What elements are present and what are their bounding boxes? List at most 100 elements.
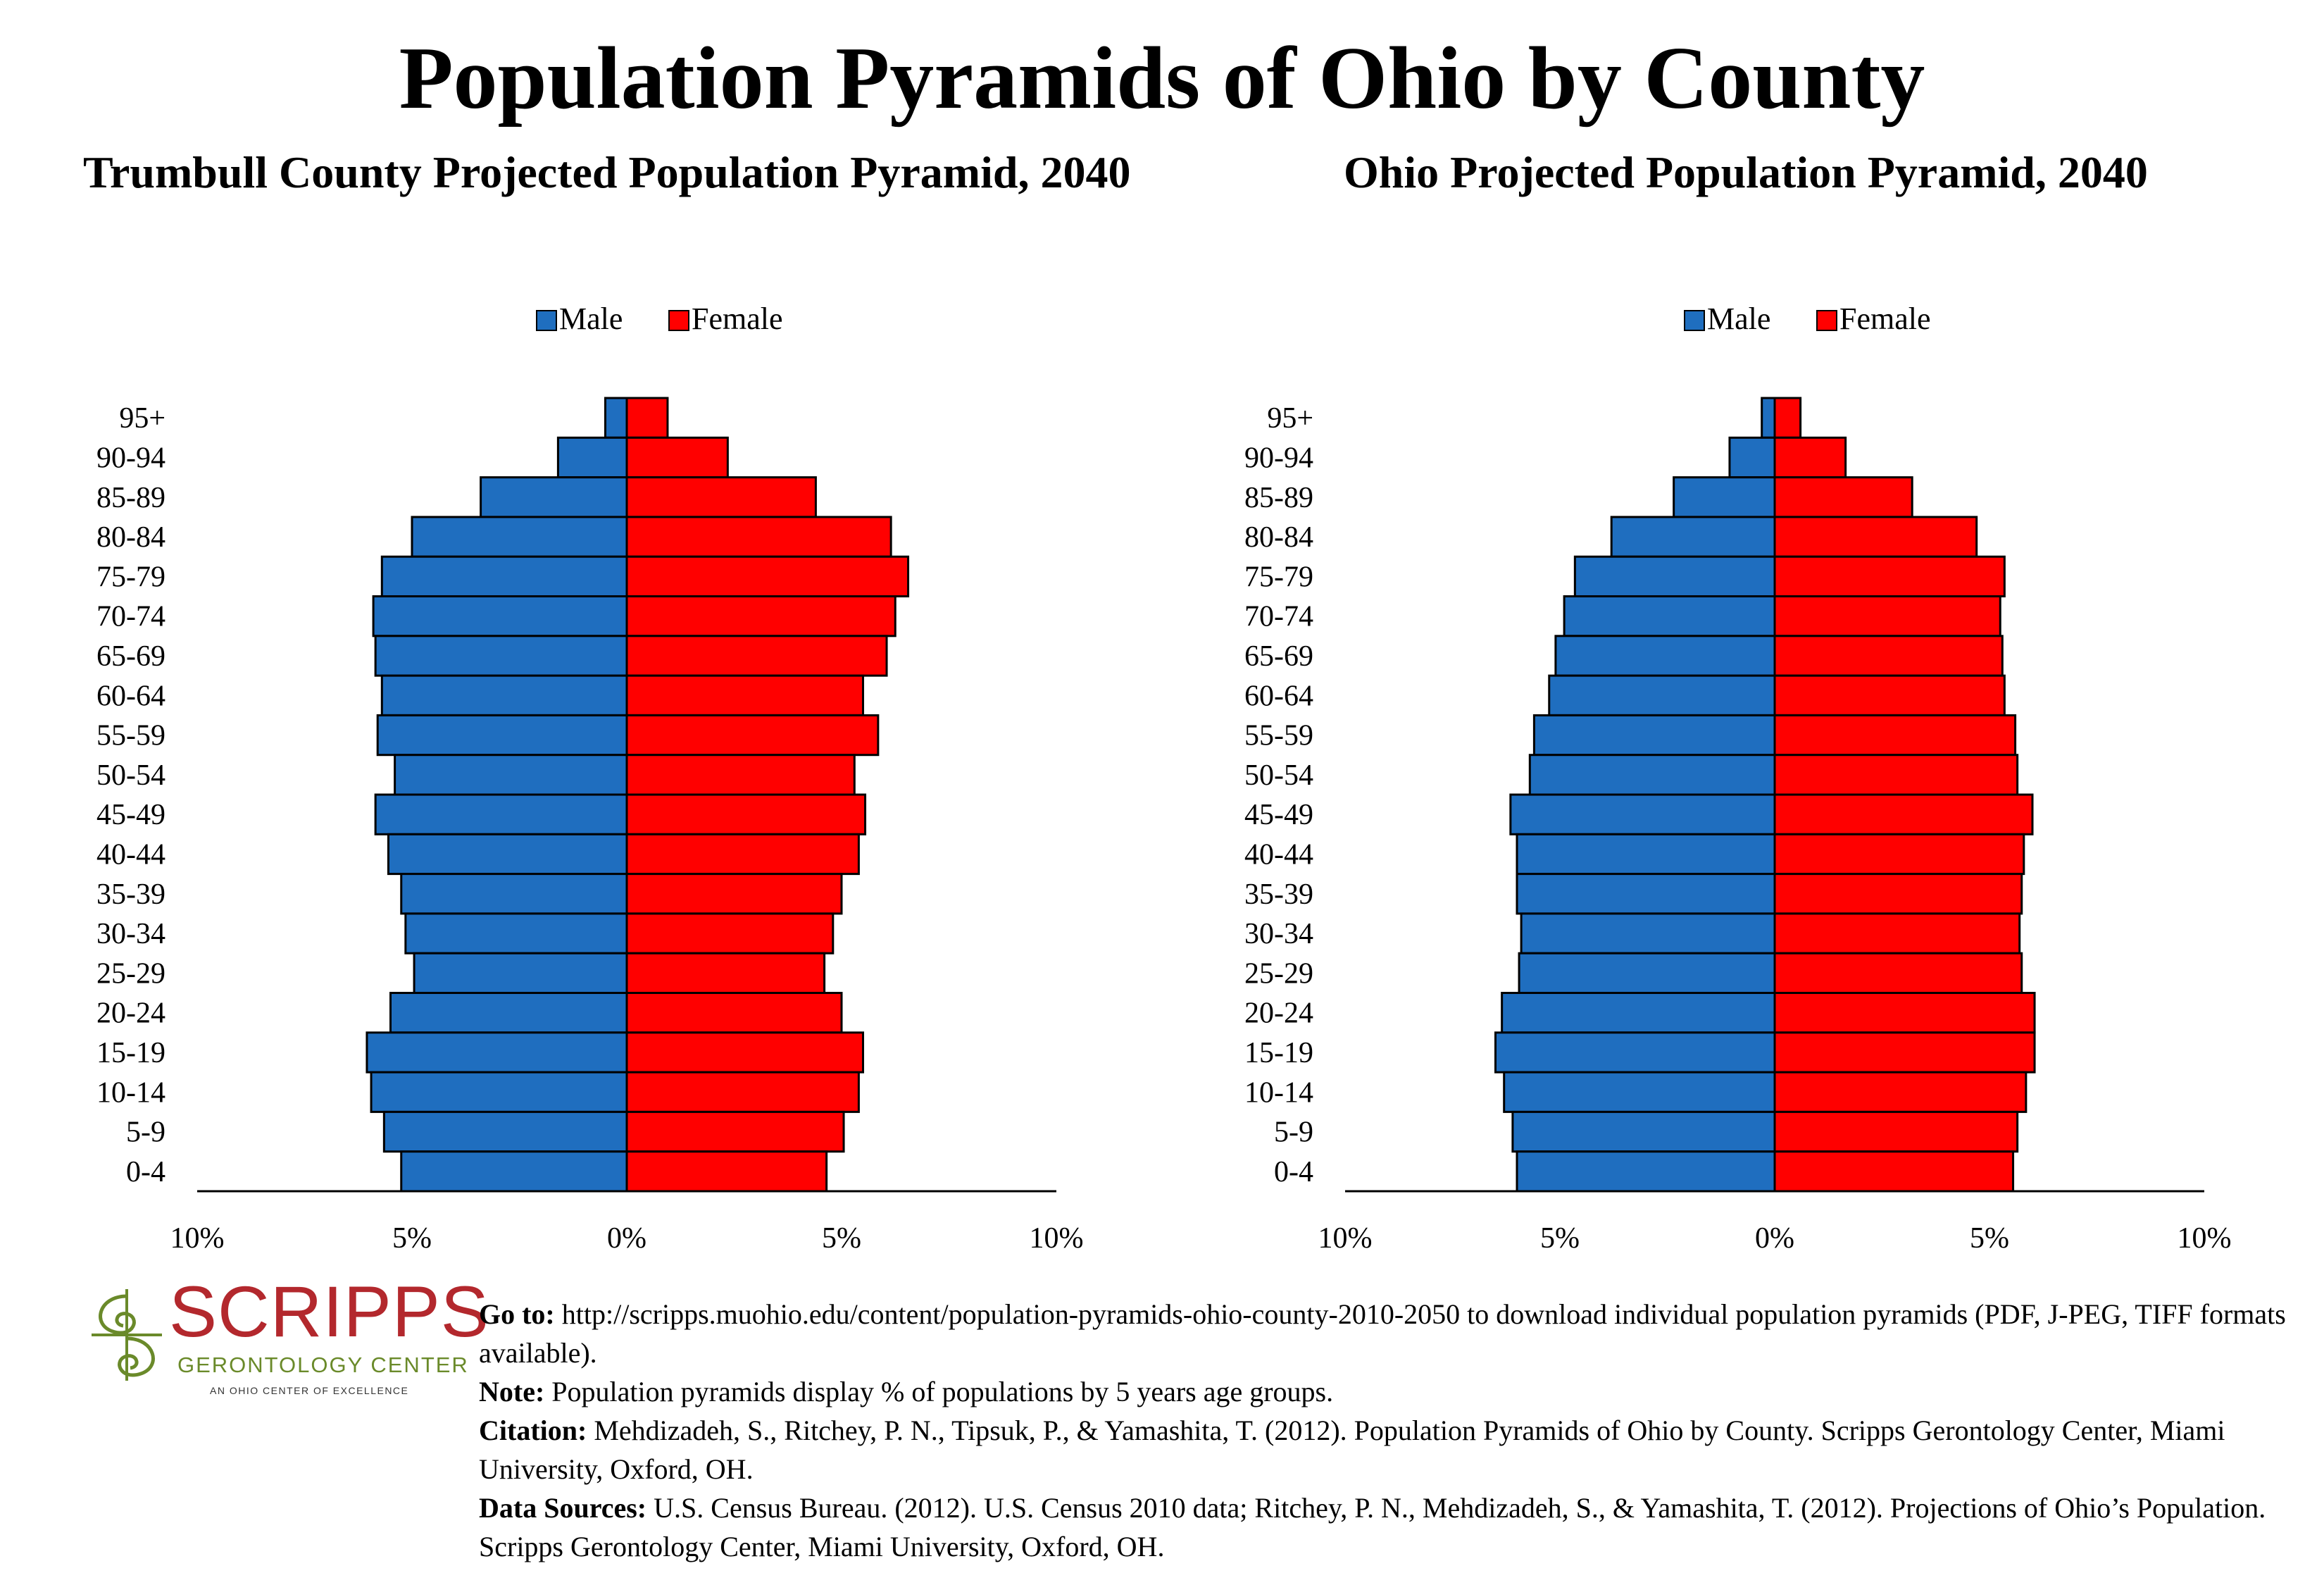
x-tick-label: 5%	[1540, 1222, 1580, 1255]
category-label: 85-89	[1244, 482, 1313, 514]
bar-male	[387, 833, 628, 876]
bar-male	[1511, 1110, 1776, 1153]
notes-block: Go to: http://scripps.muohio.edu/content…	[479, 1295, 2310, 1566]
category-label: 0-4	[126, 1156, 165, 1188]
bar-female	[1773, 952, 2023, 995]
bar-male	[394, 754, 628, 796]
category-label: 30-34	[96, 918, 165, 950]
category-label: 85-89	[96, 482, 165, 514]
bar-male	[374, 793, 628, 835]
category-label: 80-84	[1244, 521, 1313, 554]
bar-male	[1528, 754, 1776, 796]
x-tick-label: 5%	[392, 1222, 432, 1255]
bar-male	[1516, 873, 1776, 915]
bar-female	[625, 992, 843, 1034]
category-label: 45-49	[1244, 799, 1313, 831]
category-label: 60-64	[96, 680, 165, 712]
bar-female	[1773, 1071, 2028, 1113]
category-label: 75-79	[1244, 561, 1313, 593]
note-text: Population pyramids display % of populat…	[551, 1376, 1334, 1407]
bar-female	[1773, 1031, 2036, 1074]
bar-male	[556, 436, 628, 479]
bar-male	[389, 992, 628, 1034]
category-label: 70-74	[96, 601, 165, 633]
legend-swatch-male	[1684, 310, 1705, 331]
category-label: 40-44	[96, 838, 165, 871]
bar-male	[1548, 674, 1776, 716]
bar-male	[1610, 516, 1776, 558]
category-label: 45-49	[96, 799, 165, 831]
x-tick-label: 10%	[1318, 1222, 1373, 1255]
category-label: 5-9	[1274, 1117, 1313, 1149]
category-label: 95+	[119, 402, 165, 435]
bar-female	[1773, 516, 1978, 558]
category-label: 60-64	[1244, 680, 1313, 712]
bar-female	[625, 674, 864, 716]
legend-label-female: Female	[692, 302, 783, 336]
bar-female	[625, 397, 669, 439]
bar-male	[1573, 555, 1776, 598]
bar-female	[625, 1071, 860, 1113]
category-label: 90-94	[1244, 442, 1313, 474]
note-text: U.S. Census Bureau. (2012). U.S. Census …	[479, 1492, 2266, 1562]
bar-male	[1501, 992, 1776, 1034]
swirl-logo-icon	[92, 1289, 162, 1381]
note-label: Data Sources:	[479, 1492, 647, 1524]
category-label: 15-19	[96, 1037, 165, 1069]
category-label: 80-84	[96, 521, 165, 554]
pyramid-chart-trumbull: Male Female 95+ 90-94 85-89 80-84 75-79 70-74 65…	[96, 302, 1084, 1255]
pyramid-chart-ohio: Male Female 95+ 90-94 85-89 80-84 75-79 70-74 65…	[1244, 302, 2232, 1255]
category-label: 10-14	[96, 1076, 165, 1109]
bar-female	[625, 1110, 845, 1153]
bar-male	[1673, 476, 1776, 518]
bar-male	[380, 674, 628, 716]
bar-male	[400, 873, 628, 915]
bar-male	[1516, 1150, 1776, 1193]
bar-male	[404, 912, 628, 955]
category-label: 65-69	[96, 640, 165, 673]
bar-male	[1509, 793, 1776, 835]
bar-female	[1773, 992, 2036, 1034]
bar-female	[1773, 714, 2017, 757]
category-label: 90-94	[96, 442, 165, 474]
x-tick-label: 0%	[607, 1222, 646, 1255]
bar-male	[604, 397, 628, 439]
category-label: 30-34	[1244, 918, 1313, 950]
bar-female	[625, 595, 897, 638]
bar-female	[625, 793, 867, 835]
bar-male	[1520, 912, 1776, 955]
note-text: http://scripps.muohio.edu/content/popula…	[479, 1298, 2286, 1369]
category-label: 20-24	[96, 997, 165, 1030]
scripps-logo: SCRIPPS GERONTOLOGY CENTER AN OHIO CENTE…	[85, 1272, 489, 1409]
category-label: 55-59	[1244, 720, 1313, 752]
bar-female	[1773, 397, 1802, 439]
x-tick-label: 10%	[2178, 1222, 2232, 1255]
note-goto: Go to: http://scripps.muohio.edu/content…	[479, 1295, 2310, 1372]
bar-female	[625, 635, 888, 677]
bar-female	[625, 714, 880, 757]
bar-female	[1773, 436, 1847, 479]
x-tick-label: 10%	[170, 1222, 225, 1255]
bar-female	[625, 1150, 828, 1193]
bar-male	[413, 952, 628, 995]
bar-female	[625, 555, 910, 598]
note-label: Go to:	[479, 1298, 555, 1330]
legend-swatch-female	[1816, 310, 1837, 331]
bar-male	[1761, 397, 1776, 439]
bar-male	[1563, 595, 1776, 638]
page-title: Population Pyramids of Ohio by County	[399, 30, 1925, 128]
x-tick-label: 0%	[1755, 1222, 1794, 1255]
bar-female	[1773, 793, 2034, 835]
bar-male	[376, 714, 628, 757]
bar-female	[625, 912, 835, 955]
bar-female	[625, 754, 856, 796]
category-label: 25-29	[96, 957, 165, 990]
bar-male	[480, 476, 628, 518]
bar-female	[625, 873, 843, 915]
category-label: 15-19	[1244, 1037, 1313, 1069]
bar-female	[625, 833, 860, 876]
bar-male	[1494, 1031, 1776, 1074]
x-tick-label: 10%	[1030, 1222, 1084, 1255]
bar-female	[1773, 754, 2019, 796]
bar-female	[625, 436, 729, 479]
